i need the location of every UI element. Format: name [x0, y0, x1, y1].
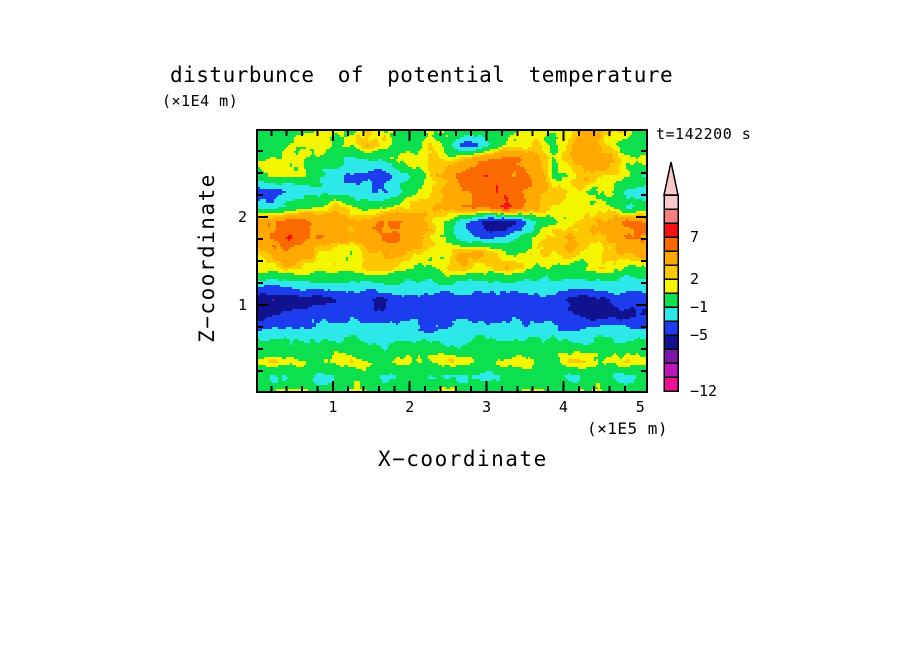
contour-field-canvas [256, 129, 648, 393]
z-tick-label-2: 2 [237, 208, 247, 226]
x-tick-label-5: 5 [635, 398, 645, 416]
colorbar-segment [663, 362, 679, 378]
plot-border [256, 129, 648, 393]
time-annotation: t=142200 s [656, 125, 752, 143]
colorbar-label--5: −5 [690, 326, 708, 344]
x-tick-label-4: 4 [558, 398, 568, 416]
colorbar-label-2: 2 [690, 270, 699, 288]
colorbar-segment [663, 348, 679, 364]
z-axis-label: Z−coordinate [195, 173, 219, 343]
colorbar-label--1: −1 [690, 298, 708, 316]
x-axis-units-label: (×1E5 m) [586, 419, 668, 438]
colorbar-segment [663, 376, 679, 392]
x-tick-label-1: 1 [328, 398, 338, 416]
colorbar-segment [663, 194, 679, 210]
colorbar: 7 2 −1 −5 −12 [663, 161, 717, 400]
colorbar-segment [663, 264, 679, 280]
z-axis-units-label: (×1E4 m) [162, 92, 239, 110]
colorbar-overflow-arrow [663, 161, 679, 196]
colorbar-segment [663, 292, 679, 308]
colorbar-segment [663, 320, 679, 336]
axis-tick-marks [258, 131, 646, 391]
chart-title: disturbunce of potential temperature [170, 63, 674, 87]
x-tick-label-2: 2 [405, 398, 415, 416]
colorbar-segment [663, 306, 679, 322]
plot-area [256, 129, 648, 393]
x-tick-label-3: 3 [482, 398, 492, 416]
colorbar-segment [663, 222, 679, 238]
colorbar-segment [663, 208, 679, 224]
colorbar-segment [663, 236, 679, 252]
colorbar-segment [663, 278, 679, 294]
plot-frame-and-ticks [256, 129, 648, 393]
x-axis-label: X−coordinate [378, 447, 548, 471]
z-tick-label-1: 1 [237, 296, 247, 314]
colorbar-segment [663, 334, 679, 350]
colorbar-label-7: 7 [690, 228, 699, 246]
colorbar-label--12: −12 [690, 382, 717, 400]
colorbar-segment [663, 250, 679, 266]
